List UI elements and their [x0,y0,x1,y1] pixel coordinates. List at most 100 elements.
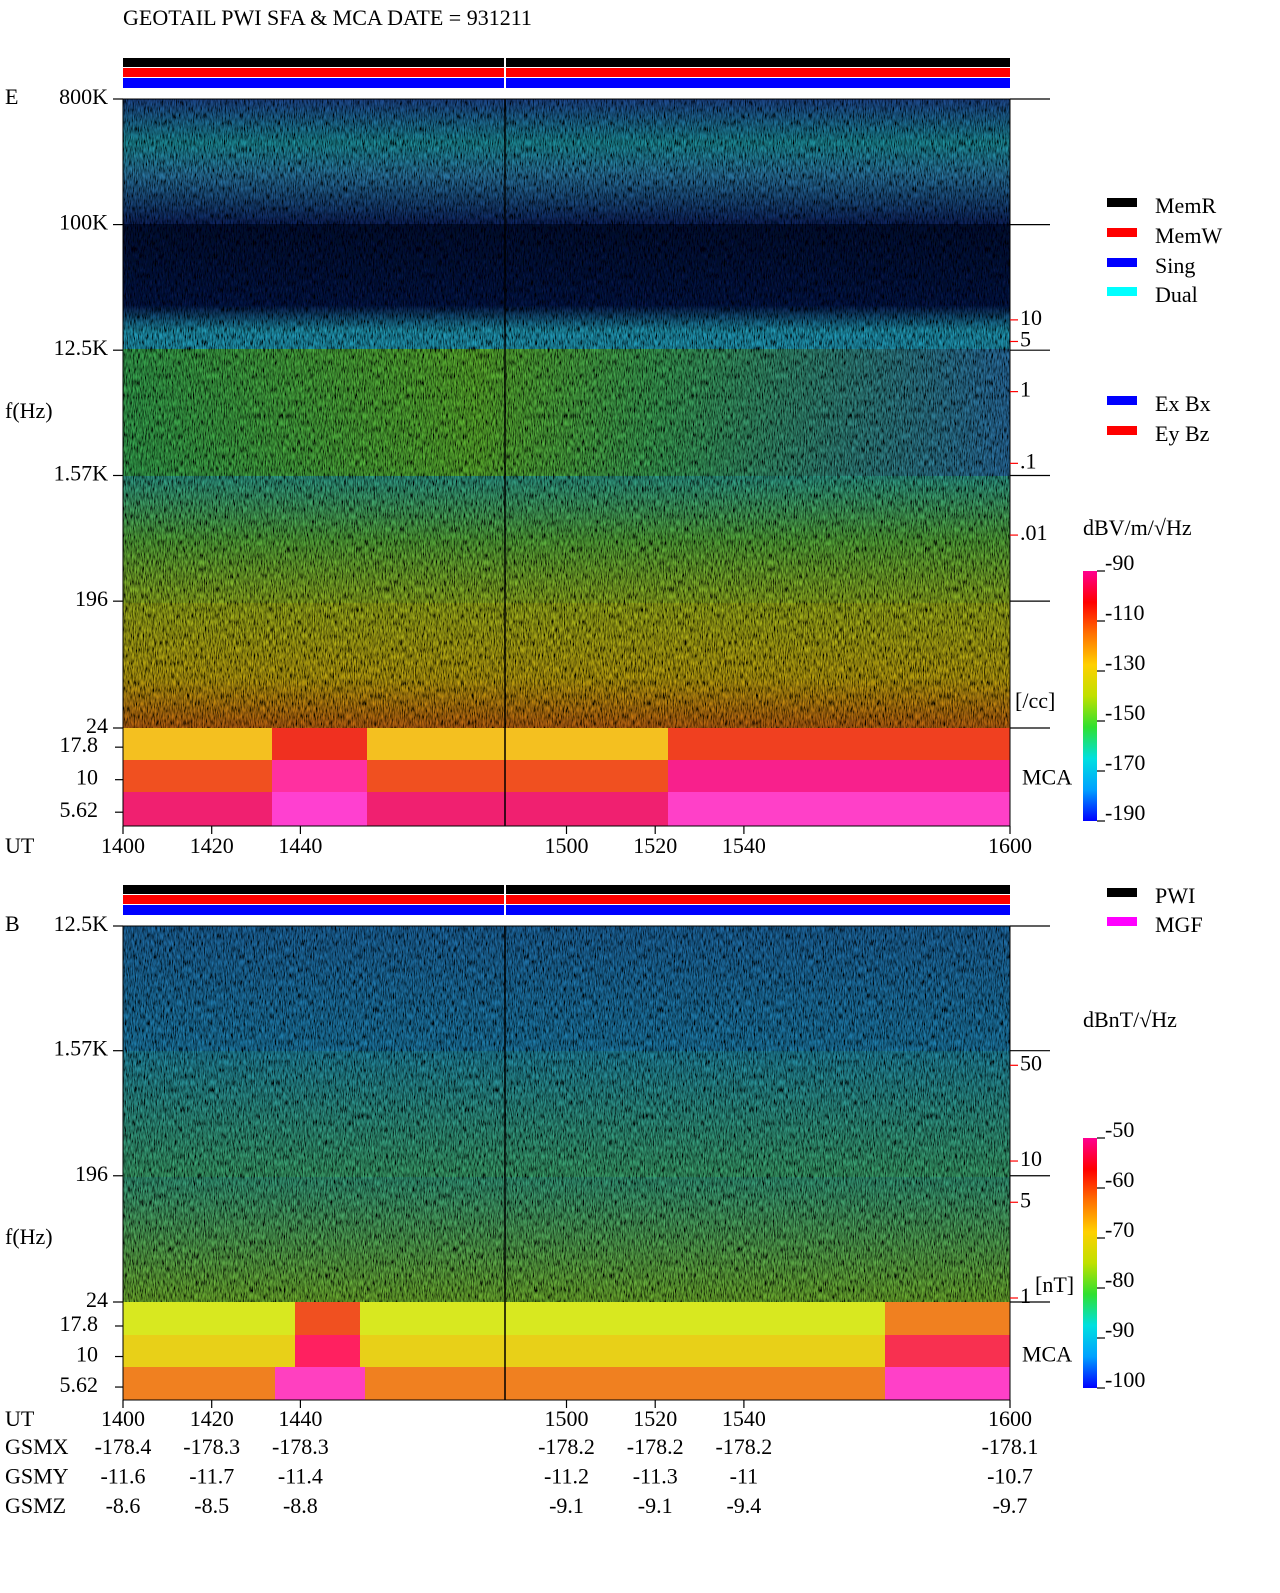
y-tick-label: 24 [86,713,108,738]
right-tick-label: 10 [1020,1146,1042,1171]
legend-label: Sing [1155,253,1195,278]
panel-label: B [5,911,20,936]
x-tick-label: 1600 [988,833,1032,858]
orbit-value: -178.2 [715,1434,772,1459]
x-axis-label: UT [5,833,35,858]
panel-label: E [5,84,18,109]
legend-swatch [1107,287,1137,296]
colorbar-tick-label: -50 [1105,1117,1134,1142]
orbit-value: -11.6 [100,1464,145,1489]
orbit-value: -11.2 [544,1464,589,1489]
legend-swatch [1107,917,1137,926]
y-tick-label: 800K [59,84,108,109]
right-tick-label: 10 [1020,305,1042,330]
right-tick-label: 1 [1020,377,1031,402]
orbit-value: -10.7 [987,1464,1033,1489]
mca-tick-label: 17.8 [60,1311,99,1336]
y-tick-label: 12.5K [54,911,109,936]
colorbar-tick-label: -130 [1105,650,1145,675]
right-tick-label: 5 [1020,1187,1031,1212]
mca-label: MCA [1022,1342,1072,1367]
y-tick-label: 196 [75,1161,108,1186]
legend-swatch [1107,888,1137,897]
legend-label: PWI [1155,883,1195,908]
orbit-value: -9.1 [638,1493,673,1518]
x-axis-label: UT [5,1406,35,1431]
legend-swatch [1107,228,1137,237]
y-tick-label: 24 [86,1287,108,1312]
right-tick-label: .1 [1020,448,1037,473]
colorbar [1083,1138,1097,1388]
mca-tick-label: 10 [76,1342,98,1367]
orbit-value: -178.3 [272,1434,329,1459]
orbit-value: -11.3 [633,1464,678,1489]
x-tick-label: 1420 [190,1406,234,1431]
right-tick-label: 1 [1020,1283,1031,1308]
colorbar-tick-label: -60 [1105,1167,1134,1192]
orbit-value: -8.8 [283,1493,318,1518]
mca-tick-label: 5.62 [60,1372,99,1397]
y-tick-label: 100K [59,210,108,235]
orbit-value: -8.5 [194,1493,229,1518]
legend-label: Ex Bx [1155,391,1211,416]
colorbar-tick-label: -90 [1105,1317,1134,1342]
x-tick-label: 1440 [278,1406,322,1431]
mca-tick-label: 10 [76,765,98,790]
orbit-value: -9.7 [993,1493,1028,1518]
x-tick-label: 1500 [545,1406,589,1431]
colorbar-label: dBV/m/√Hz [1083,515,1192,540]
colorbar-tick-label: -90 [1105,550,1134,575]
mca-b [123,1302,1010,1400]
colorbar-label: dBnT/√Hz [1083,1007,1177,1032]
x-tick-label: 1440 [278,833,322,858]
x-tick-label: 1520 [633,1406,677,1431]
y-axis-label: f(Hz) [5,398,53,423]
y-tick-label: 196 [75,586,108,611]
orbit-value: -178.3 [183,1434,240,1459]
orbit-row-label: GSMZ [5,1493,66,1518]
orbit-value: -178.4 [95,1434,152,1459]
right-tick-label: .01 [1020,520,1048,545]
colorbar-tick-label: -100 [1105,1367,1145,1392]
orbit-value: -11 [730,1464,759,1489]
y-tick-label: 1.57K [54,461,109,486]
colorbar-tick-label: -150 [1105,700,1145,725]
right-axis-unit: [nT] [1035,1272,1074,1297]
legend-label: MGF [1155,912,1203,937]
mca-e [123,728,1010,826]
x-tick-label: 1500 [545,833,589,858]
spectrogram-e [123,99,1010,728]
orbit-row-label: GSMX [5,1434,69,1459]
y-axis-label: f(Hz) [5,1224,53,1249]
y-tick-label: 12.5K [54,335,109,360]
colorbar-tick-label: -170 [1105,750,1145,775]
colorbar-tick-label: -110 [1105,600,1145,625]
orbit-value: -9.1 [549,1493,584,1518]
mca-label: MCA [1022,765,1072,790]
orbit-value: -178.1 [982,1434,1039,1459]
orbit-value: -178.2 [538,1434,595,1459]
mca-tick-label: 5.62 [60,797,99,822]
orbit-value: -9.4 [726,1493,761,1518]
y-tick-label: 1.57K [54,1036,109,1061]
status-bars [123,58,1010,915]
legend-swatch [1107,198,1137,207]
legend-swatch [1107,396,1137,405]
spectrogram-b [123,926,1010,1302]
right-tick-label: 5 [1020,327,1031,352]
right-tick-label: 50 [1020,1050,1042,1075]
orbit-value: -8.6 [106,1493,141,1518]
chart-title: GEOTAIL PWI SFA & MCA DATE = 931211 [123,5,532,30]
orbit-row-label: GSMY [5,1464,69,1489]
colorbar [1083,571,1097,821]
x-tick-label: 1540 [722,1406,766,1431]
legend-label: MemW [1155,223,1222,248]
orbit-value: -178.2 [627,1434,684,1459]
legend-swatch [1107,426,1137,435]
x-tick-label: 1420 [190,833,234,858]
legend-label: MemR [1155,193,1216,218]
colorbar-tick-label: -80 [1105,1267,1134,1292]
legend-label: Ey Bz [1155,421,1210,446]
